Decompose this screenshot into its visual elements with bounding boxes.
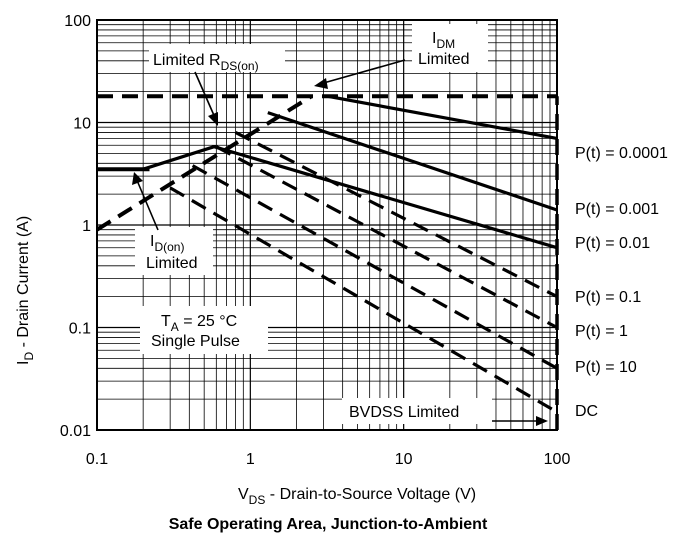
series-label: DC: [575, 403, 598, 420]
x-axis-label: VDS - Drain-to-Source Voltage (V): [238, 486, 476, 507]
y-tick-label: 0.01: [60, 423, 91, 440]
idm-label: IDM: [432, 30, 455, 51]
series-line: [191, 164, 558, 370]
bvdss-label-box: [342, 398, 492, 424]
y-axis-label: ID - Drain Current (A): [15, 216, 36, 365]
y-tick-label: 0.1: [69, 321, 91, 338]
idon-label: ID(on): [150, 233, 184, 254]
rds-arrow: [194, 71, 217, 121]
series-line: [142, 145, 558, 250]
idon-label-box: [135, 227, 213, 275]
chart-caption: Safe Operating Area, Junction-to-Ambient: [169, 516, 488, 533]
rds-arrowhead: [208, 112, 218, 126]
series-line: [267, 111, 558, 212]
grid-lines: [97, 20, 557, 430]
series-label: P(t) = 0.1: [575, 289, 641, 306]
rds-label-box: [149, 44, 285, 72]
x-tick-label: 10: [395, 451, 413, 468]
idm-label-box: [412, 24, 488, 72]
series-label: P(t) = 0.0001: [575, 145, 668, 162]
idm-label-line2: Limited: [418, 51, 470, 68]
y-tick-label: 10: [73, 116, 91, 133]
bvdss-label: BVDSS Limited: [349, 404, 459, 421]
series-label: P(t) = 0.01: [575, 235, 650, 252]
idm-arrowhead: [314, 78, 328, 89]
bvdss-arrowhead: [536, 416, 548, 426]
series-line: [169, 186, 558, 414]
x-tick-label: 0.1: [86, 451, 108, 468]
idon-label-line2: Limited: [146, 255, 198, 272]
y-tick-label: 1: [82, 218, 91, 235]
limit-line-rds: [95, 94, 313, 232]
x-tick-label: 100: [544, 451, 571, 468]
idon-arrow: [135, 177, 159, 231]
series-line: [234, 130, 558, 299]
ta-label-box: [140, 306, 268, 354]
series-label: P(t) = 10: [575, 359, 637, 376]
annotations: Limited RDS(on) IDM Limited ID(on) Limit…: [132, 24, 548, 426]
curves: [95, 94, 559, 430]
idm-arrow: [319, 59, 406, 85]
idon-arrowhead: [132, 172, 143, 185]
tick-labels: 0.1 1 10 100 0.01 0.1 1 10 100: [60, 13, 571, 468]
series-line: [327, 94, 558, 140]
series-line: [215, 145, 558, 329]
y-tick-label: 100: [64, 13, 91, 30]
series-labels: P(t) = 0.0001 P(t) = 0.001 P(t) = 0.01 P(t)…: [575, 145, 668, 420]
rds-label: Limited RDS(on): [153, 52, 259, 73]
ta-label: TA = 25 °C: [161, 313, 237, 334]
series-label: P(t) = 0.001: [575, 201, 659, 218]
ta-label-line2: Single Pulse: [151, 333, 240, 350]
x-tick-label: 1: [246, 451, 255, 468]
series-label: P(t) = 1: [575, 323, 628, 340]
